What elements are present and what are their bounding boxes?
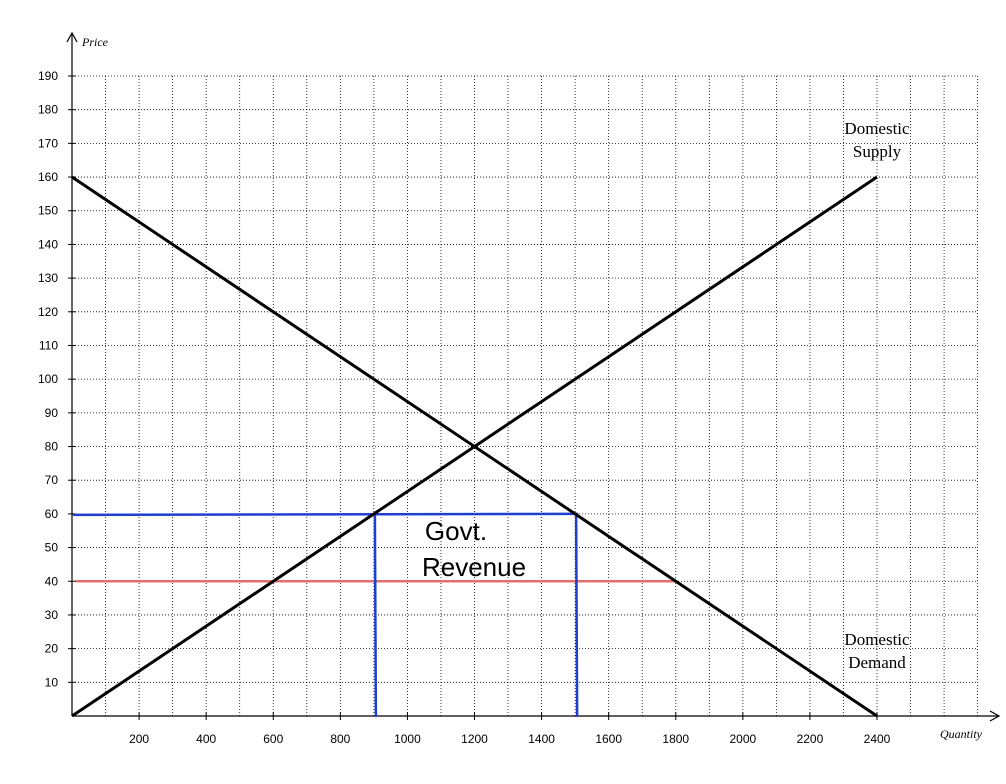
x-axis-title: Quantity: [940, 727, 983, 741]
y-tick-label: 160: [38, 170, 58, 184]
y-tick-label: 170: [38, 136, 58, 150]
y-tick-label: 150: [38, 204, 58, 218]
y-tick-label: 50: [45, 541, 59, 555]
x-tick-label: 1200: [461, 732, 488, 746]
y-tick-label: 40: [45, 574, 59, 588]
y-tick-label: 100: [38, 372, 58, 386]
y-tick-label: 90: [45, 406, 59, 420]
y-tick-label: 120: [38, 305, 58, 319]
y-tick-label: 80: [45, 440, 59, 454]
x-axis-arrow: [989, 710, 1001, 722]
y-tick-label: 110: [39, 338, 58, 352]
x-tick-label: 400: [196, 732, 216, 746]
tick-labels: 200 400 600 800 1000 1200 1400 1600 1800 2000 2200…: [38, 69, 891, 746]
x-tick-label: 2400: [864, 732, 891, 746]
domestic-demand-label: Demand: [848, 653, 906, 672]
y-tick-label: 180: [38, 103, 58, 117]
x-tick-label: 200: [129, 732, 149, 746]
x-tick-label: 800: [330, 732, 350, 746]
tariff-price-line: [72, 512, 579, 517]
grid: [72, 75, 979, 716]
y-axis-title: Price: [81, 35, 109, 49]
y-tick-label: 60: [45, 507, 59, 521]
axes: [66, 31, 1001, 722]
x-tick-label: 1400: [528, 732, 555, 746]
quantity-marker-line: [574, 512, 579, 718]
y-tick-label: 190: [38, 69, 58, 83]
quantity-marker-line: [373, 512, 378, 718]
x-tick-label: 2000: [729, 732, 756, 746]
curve-labels: Domestic Supply Domestic Demand Govt. Revenue: [422, 119, 910, 672]
y-tick-label: 70: [45, 473, 59, 487]
domestic-supply-label: Supply: [853, 142, 902, 161]
annotation-layer: [72, 512, 678, 718]
y-tick-label: 130: [38, 271, 58, 285]
govt-revenue-label: Revenue: [422, 552, 526, 582]
x-tick-label: 2200: [797, 732, 824, 746]
y-axis-arrow: [66, 31, 78, 43]
x-tick-label: 1600: [595, 732, 622, 746]
govt-revenue-label: Govt.: [425, 516, 487, 546]
y-tick-label: 10: [45, 675, 59, 689]
domestic-supply-label: Domestic: [844, 119, 910, 138]
y-tick-label: 20: [45, 642, 59, 656]
domestic-demand-label: Domestic: [844, 630, 910, 649]
x-tick-label: 1000: [394, 732, 421, 746]
y-tick-label: 140: [38, 237, 58, 251]
series-layer: [71, 175, 878, 718]
x-tick-label: 600: [263, 732, 283, 746]
y-tick-label: 30: [45, 608, 59, 622]
x-tick-label: 1800: [662, 732, 689, 746]
domestic-demand-line: [71, 175, 878, 718]
